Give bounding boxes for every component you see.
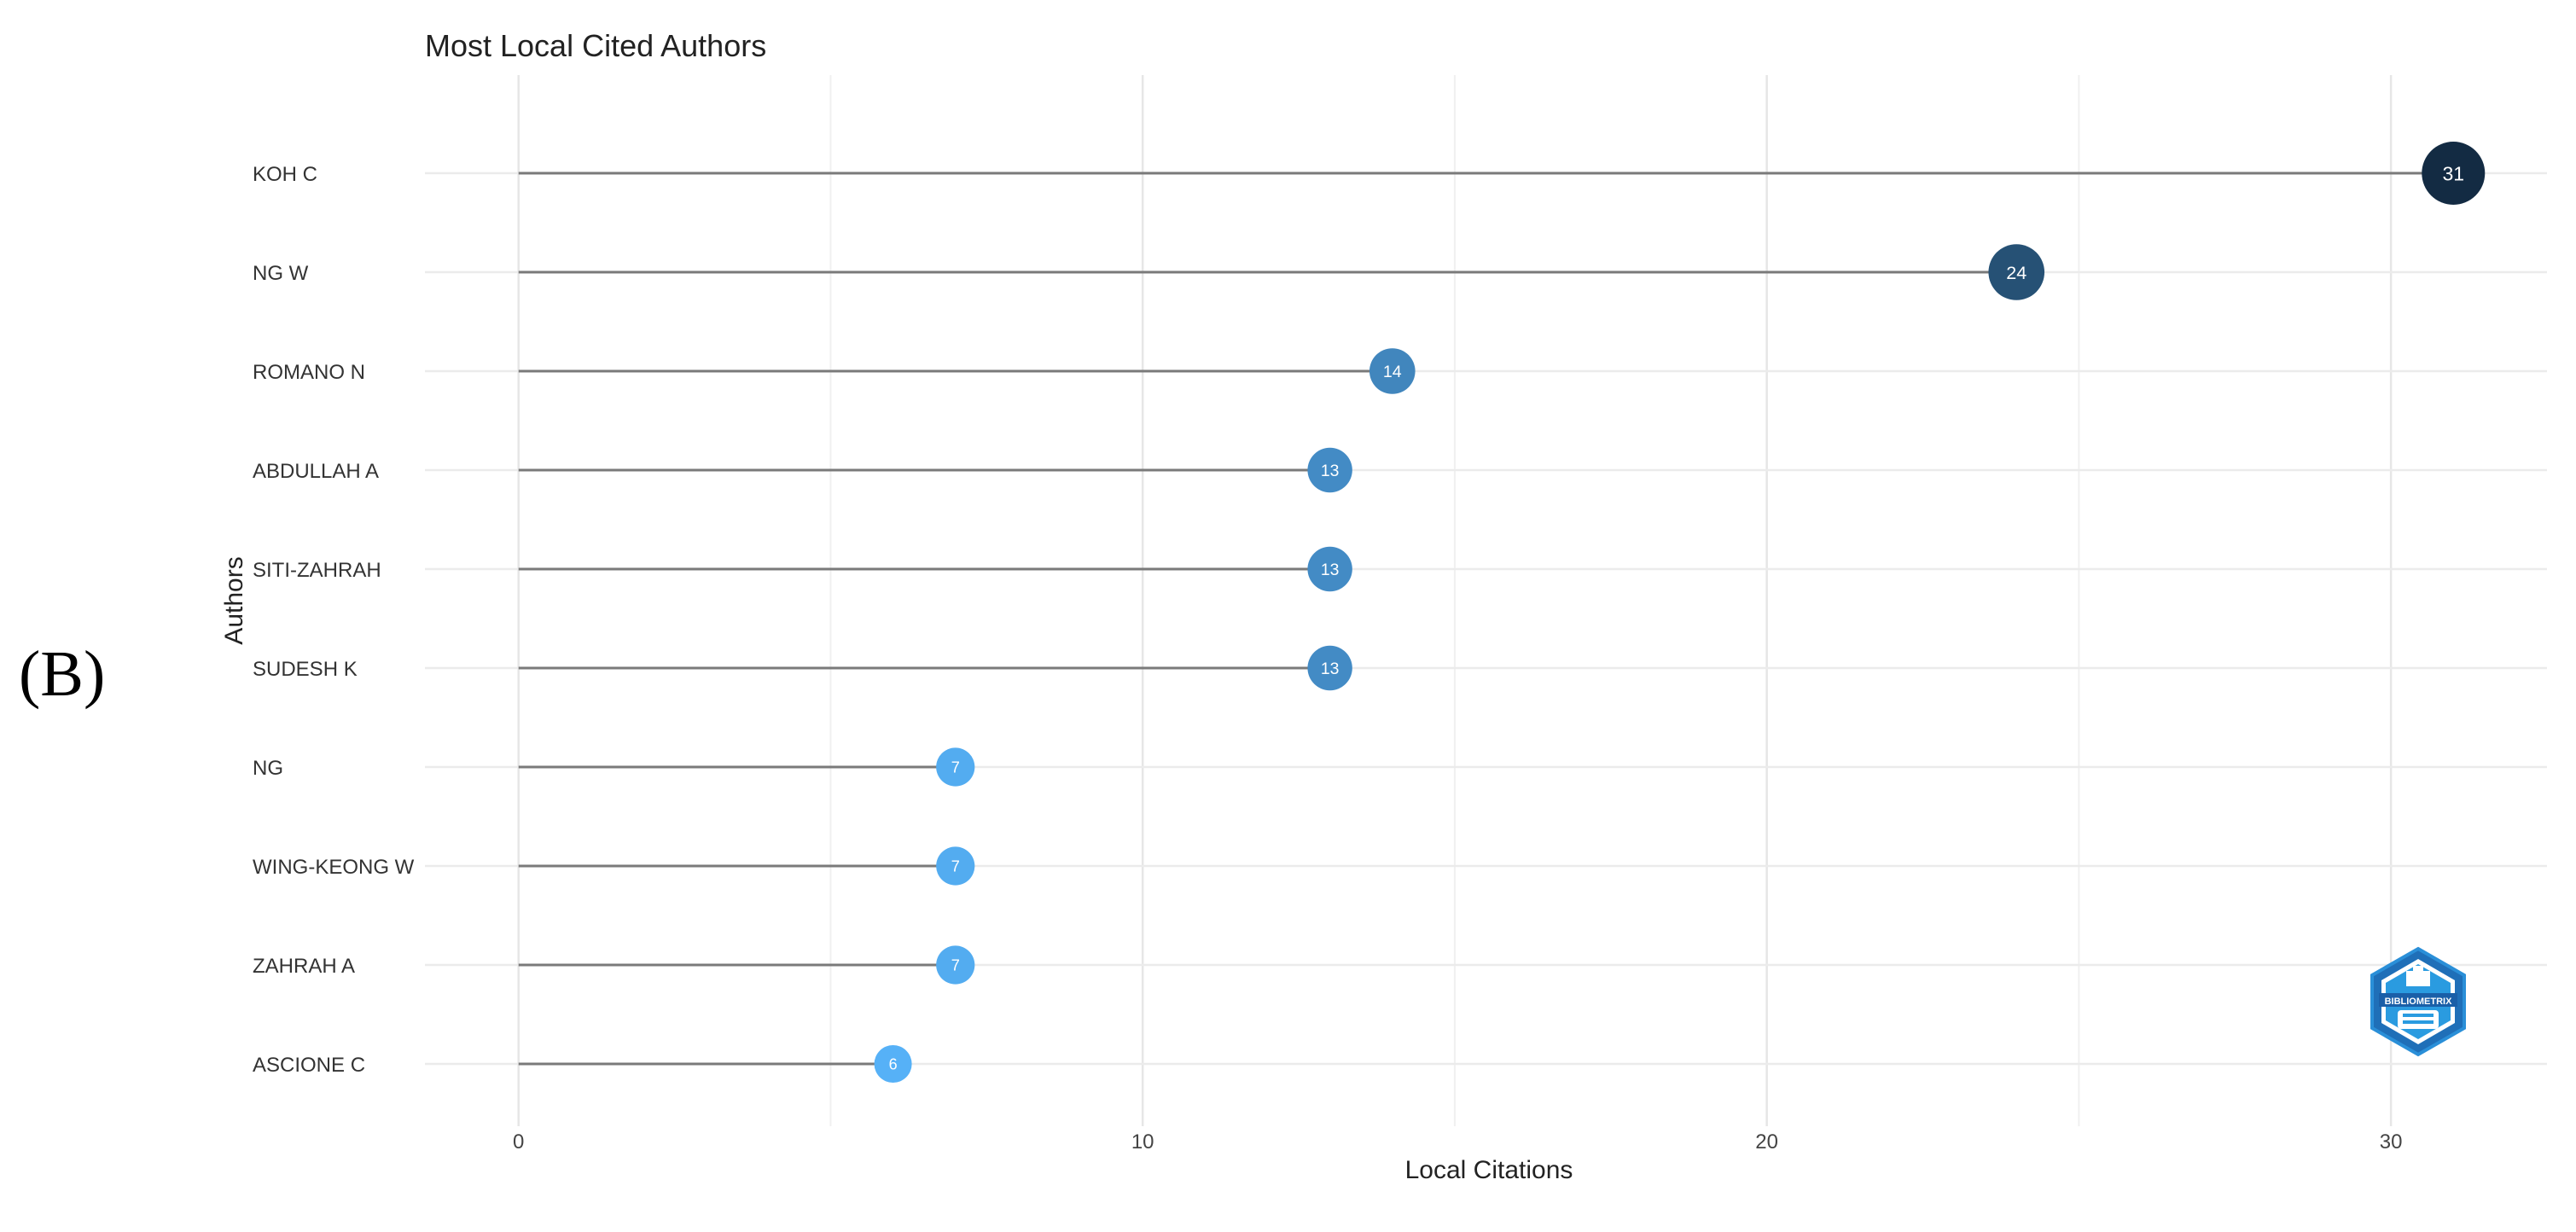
x-tick-label: 20 — [1755, 1130, 1778, 1154]
x-tick-label: 0 — [513, 1130, 524, 1154]
category-label: NG W — [253, 262, 309, 285]
data-label: 24 — [2006, 262, 2026, 283]
data-point — [1369, 348, 1416, 394]
data-label: 7 — [951, 858, 960, 875]
data-label: 7 — [951, 759, 960, 776]
category-label: KOH C — [253, 163, 317, 186]
x-tick-label: 10 — [1131, 1130, 1154, 1154]
data-point — [874, 1045, 912, 1083]
category-label: WING-KEONG W — [253, 856, 415, 879]
category-label: ZAHRAH A — [253, 955, 355, 978]
data-point — [1307, 645, 1352, 691]
data-label: 13 — [1321, 660, 1340, 678]
x-tick-label: 30 — [2380, 1130, 2403, 1154]
category-label: SITI-ZAHRAH — [253, 559, 381, 582]
data-point — [936, 945, 975, 985]
data-point — [1307, 447, 1352, 493]
chart-title: Most Local Cited Authors — [425, 28, 766, 63]
points: 31 24 14 13 13 13 7 7 7 6 — [874, 142, 2486, 1083]
stems — [518, 171, 2454, 1066]
panel-label: (B) — [19, 638, 106, 710]
data-point — [1307, 546, 1352, 592]
data-label: 13 — [1321, 561, 1340, 579]
data-point — [1988, 244, 2045, 300]
category-label: ROMANO N — [253, 361, 365, 384]
data-label: 7 — [951, 957, 960, 974]
data-point — [936, 846, 975, 886]
data-label: 14 — [1383, 363, 1402, 381]
data-point — [2422, 142, 2486, 205]
category-label: SUDESH K — [253, 658, 358, 681]
data-label: 13 — [1321, 462, 1340, 480]
category-label: NG — [253, 757, 283, 780]
x-tick-labels: 0 10 20 30 — [513, 1130, 2402, 1154]
category-label: ASCIONE C — [253, 1054, 365, 1077]
category-labels: KOH C NG W ROMANO N ABDULLAH A SITI-ZAHRAH SU… — [253, 163, 415, 1077]
data-point — [936, 747, 975, 787]
data-label: 6 — [889, 1055, 898, 1072]
data-label: 31 — [2442, 162, 2464, 184]
y-axis-title: Authors — [220, 556, 248, 644]
logo-text: BIBLIOMETRIX — [2385, 997, 2452, 1007]
grid — [425, 75, 2547, 1126]
x-axis-title: Local Citations — [1405, 1156, 1573, 1184]
category-label: ABDULLAH A — [253, 460, 379, 483]
bibliometrix-logo: BIBLIOMETRIX — [2370, 946, 2466, 1057]
